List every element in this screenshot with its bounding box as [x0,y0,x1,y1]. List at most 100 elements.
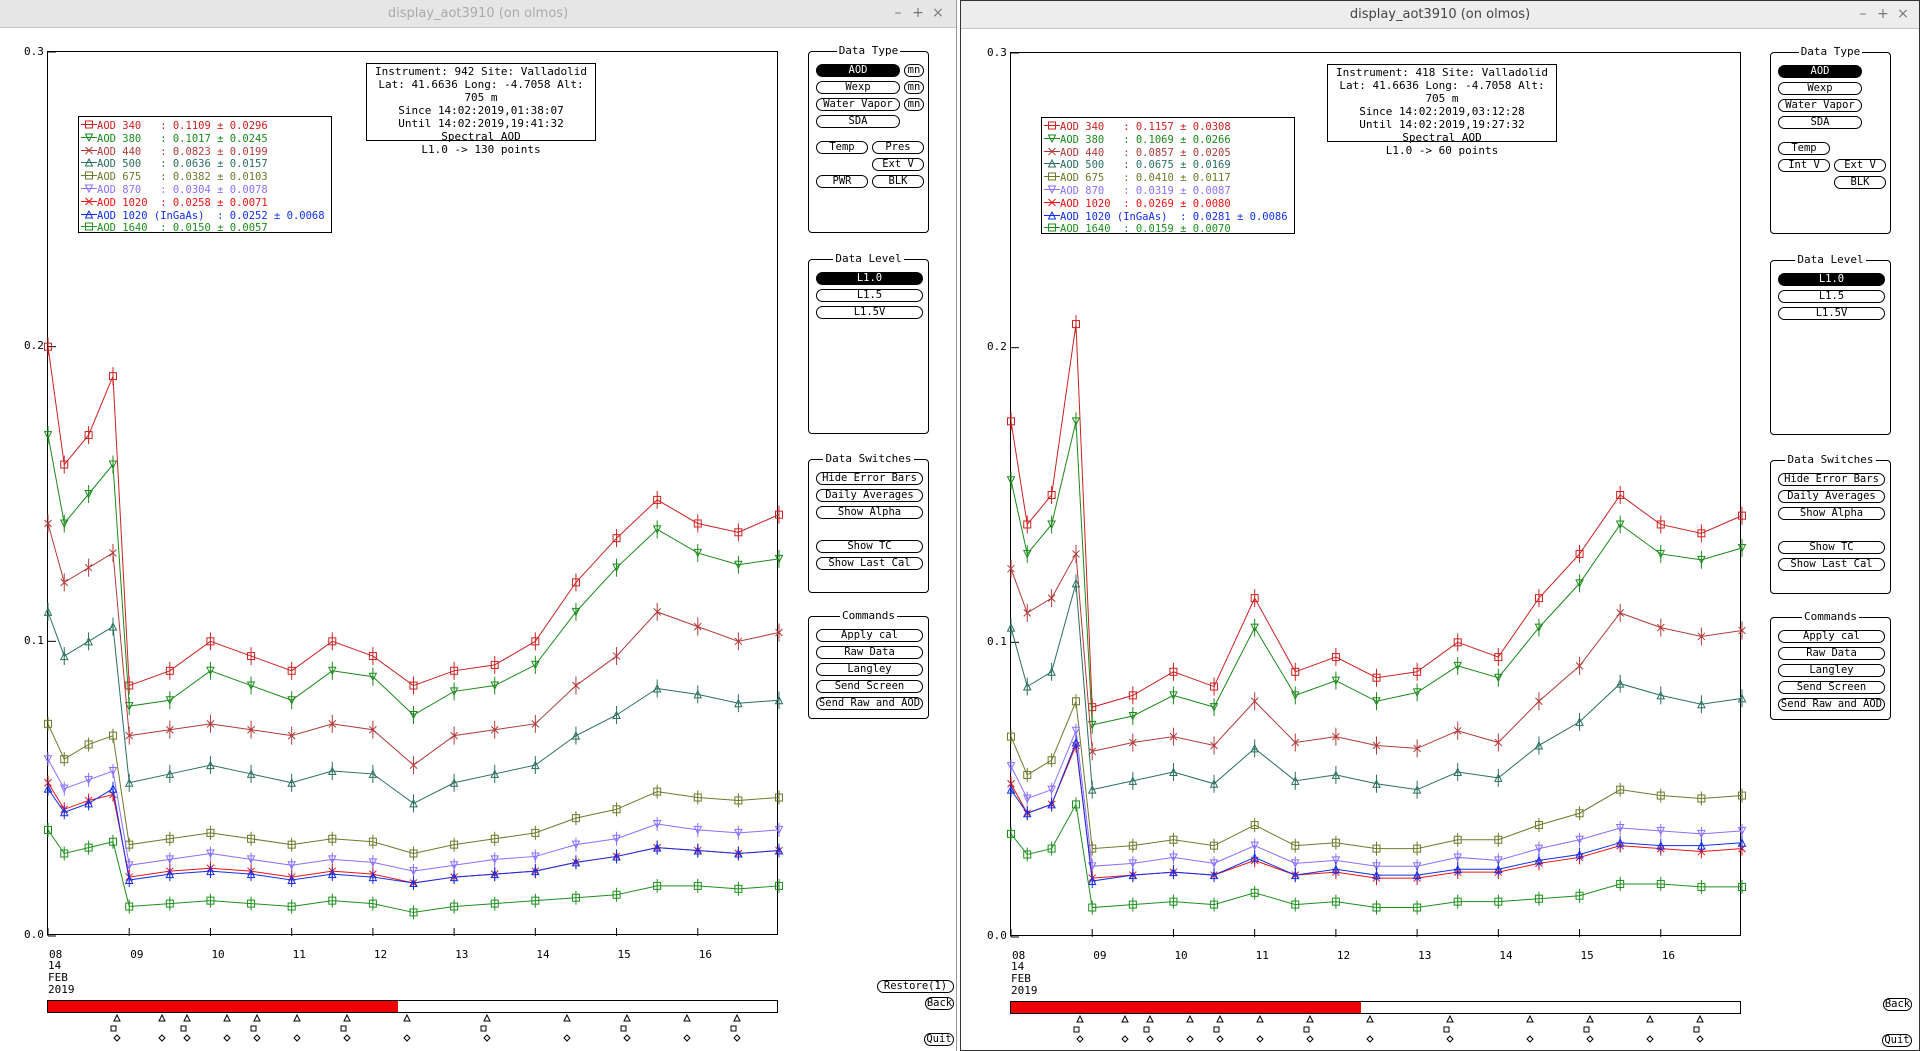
data-point [1372,697,1381,706]
maximize-icon[interactable]: + [912,5,924,21]
cmd-langley-button[interactable]: Langley [1778,664,1885,677]
aod-plot[interactable] [43,51,784,937]
data-point [60,849,69,858]
aod-plot[interactable] [1006,52,1747,938]
switch-hide-error-bars-button[interactable]: Hide Error Bars [816,472,923,485]
ext-v-button[interactable]: Ext V [1834,159,1886,172]
switch-show-alpha-button[interactable]: Show Alpha [816,506,923,519]
cmd-apply-cal-button[interactable]: Apply cal [1778,630,1885,643]
data-point [1250,697,1259,706]
aod-button[interactable]: AOD [816,64,900,77]
minimize-icon[interactable]: – [1859,6,1867,22]
switch-daily-averages-button[interactable]: Daily Averages [816,489,923,502]
switch-show-tc-button[interactable]: Show TC [1778,541,1885,554]
data-point [328,719,337,728]
series-line [1010,552,1743,752]
cmd-send-screen-button[interactable]: Send Screen [1778,681,1885,694]
cmd-raw-data-button[interactable]: Raw Data [1778,647,1885,660]
back-button[interactable]: Back [925,997,954,1010]
switch-show-last-cal-button[interactable]: Show Last Cal [1778,558,1885,571]
data-point [1291,667,1300,676]
level-l1-5-button[interactable]: L1.5 [816,289,923,302]
pwr-button[interactable]: PWR [816,175,868,188]
ext-v-button[interactable]: Ext V [872,158,924,171]
cmd-raw-data-button[interactable]: Raw Data [816,646,923,659]
series-aod-1640 [1007,797,1746,915]
aod-button[interactable]: AOD [1778,65,1862,78]
cmd-send-screen-button[interactable]: Send Screen [816,680,923,693]
blk-button[interactable]: BLK [1834,176,1886,189]
wexp-button[interactable]: Wexp [816,81,900,94]
data-point [652,683,662,693]
maximize-icon[interactable]: + [1877,6,1889,22]
x-tick-label: 16 [1661,949,1676,962]
restore-button[interactable]: Restore(1) [877,980,954,993]
marker-triangle [403,1013,411,1022]
data-point [1071,697,1080,706]
blk-button[interactable]: BLK [872,175,924,188]
data-point [84,431,93,440]
wexp-button[interactable]: Wexp [1778,82,1862,95]
titlebar[interactable]: display_aot3910 (on olmos) – + × [961,1,1919,29]
data-point [1494,653,1503,662]
pres-button[interactable]: Pres [872,141,924,154]
temp-button[interactable]: Temp [816,141,868,154]
legend-marker-icon [1044,210,1060,220]
panel-title: Data Level [1795,253,1866,266]
marker-diamond [223,1034,231,1042]
cmd-langley-button[interactable]: Langley [816,663,923,676]
level-l1-5-button[interactable]: L1.5 [1778,290,1885,303]
data-point [165,869,175,879]
data-point [1331,864,1341,874]
cmd-apply-cal-button[interactable]: Apply cal [816,629,923,642]
switch-daily-averages-button[interactable]: Daily Averages [1778,490,1885,503]
cmd-send-raw-and-aod-button[interactable]: Send Raw and AOD [816,697,923,710]
quit-button[interactable]: Quit [1882,1034,1912,1047]
minimize-icon[interactable]: – [894,5,902,21]
cmd-send-raw-and-aod-button[interactable]: Send Raw and AOD [1778,698,1885,711]
data-point [1575,579,1584,589]
temp-button[interactable]: Temp [1778,142,1830,155]
level-l1-0-button[interactable]: L1.0 [816,272,923,285]
level-l1-5v-button[interactable]: L1.5V [816,306,923,319]
close-icon[interactable]: × [1897,6,1909,22]
marker-triangle [563,1013,571,1022]
legend-marker-icon [1044,223,1060,232]
switch-show-alpha-button[interactable]: Show Alpha [1778,507,1885,520]
back-button[interactable]: Back [1883,998,1912,1011]
water-vapor-button[interactable]: Water Vapor [1778,99,1862,112]
series-aod-340 [44,337,783,695]
titlebar[interactable]: display_aot3910 (on olmos) – + × [0,0,956,28]
int-v-button[interactable]: Int V [1778,159,1830,172]
data-point [450,731,458,740]
data-point [1331,653,1340,662]
data-point [734,698,743,708]
close-icon[interactable]: × [932,5,944,21]
data-point [1535,697,1543,706]
legend-marker-icon [1044,185,1060,195]
data-point [1290,859,1300,868]
level-l1-5v-button[interactable]: L1.5V [1778,307,1885,320]
water-vapor-mn-button[interactable]: mn [904,98,924,111]
sda-button[interactable]: SDA [816,115,900,128]
data-point [43,607,53,616]
data-point [571,857,581,867]
switch-hide-error-bars-button[interactable]: Hide Error Bars [1778,473,1885,486]
data-level-panel: Data Level L1.0 L1.5 L1.5V [1770,253,1891,435]
aod-mn-button[interactable]: mn [904,64,924,77]
data-point [1169,835,1178,844]
legend-entry: AOD 1020 : 0.0269 ± 0.0080 [1044,197,1231,210]
level-l1-0-button[interactable]: L1.0 [1778,273,1885,286]
data-point [1494,673,1503,683]
time-range-bar[interactable] [47,1000,778,1013]
data-point [1575,891,1584,900]
data-point [571,578,580,587]
switch-show-tc-button[interactable]: Show TC [816,540,923,553]
quit-button[interactable]: Quit [924,1033,954,1046]
wexp-mn-button[interactable]: mn [904,81,924,94]
switch-show-last-cal-button[interactable]: Show Last Cal [816,557,923,570]
sda-button[interactable]: SDA [1778,116,1862,129]
data-point [1048,198,1056,207]
time-range-bar[interactable] [1010,1001,1741,1014]
water-vapor-button[interactable]: Water Vapor [816,98,900,111]
